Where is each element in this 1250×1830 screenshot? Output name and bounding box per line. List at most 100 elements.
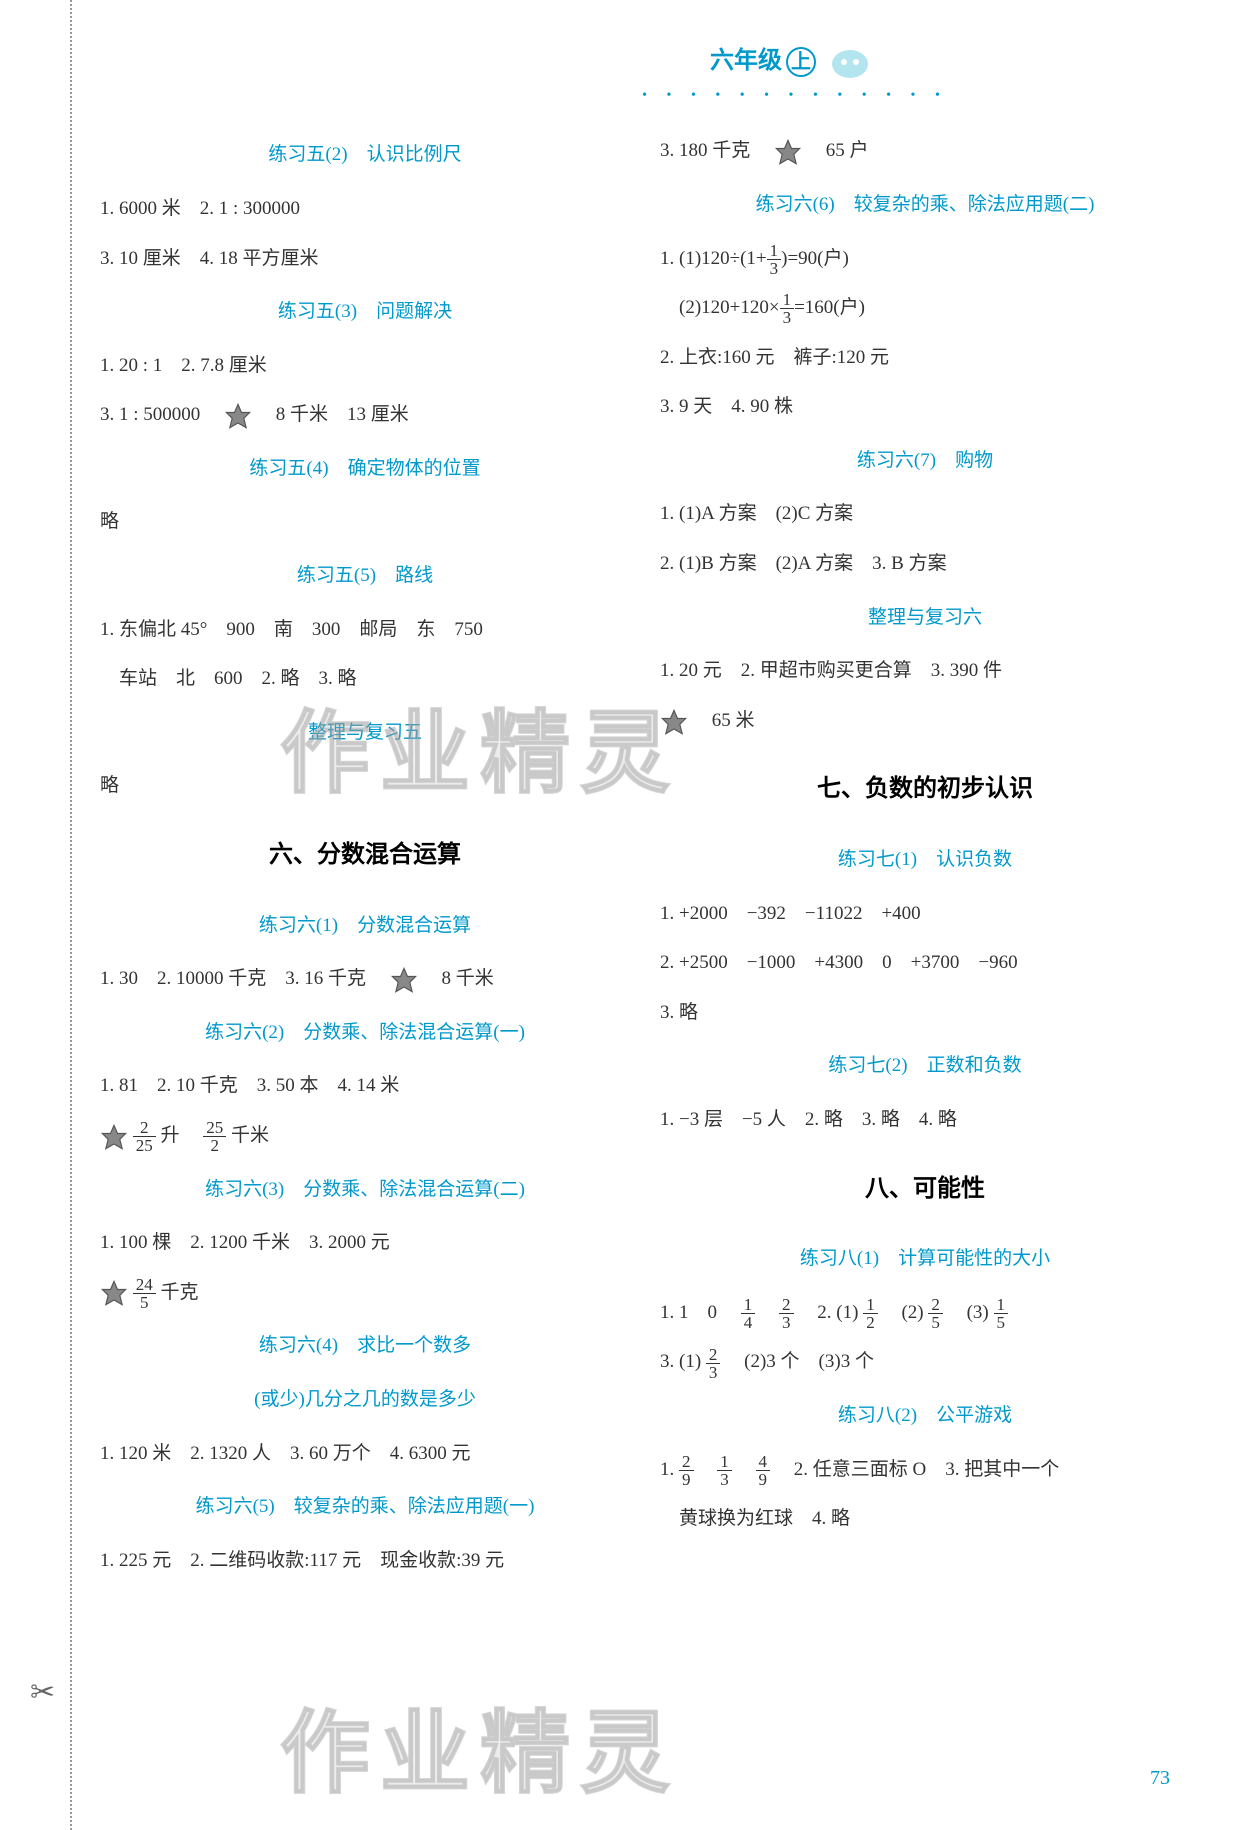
star-icon bbox=[100, 1279, 128, 1307]
text: 1. 30 2. 10000 千克 3. 16 千克 bbox=[100, 968, 385, 989]
answer-line: 2. 上衣:160 元 裤子:120 元 bbox=[660, 335, 1190, 381]
text: (2) bbox=[882, 1302, 923, 1323]
answer-line: 1. 120 米 2. 1320 人 3. 60 万个 4. 6300 元 bbox=[100, 1431, 630, 1477]
answer-line: 65 米 bbox=[660, 698, 1190, 744]
volume-label: 上 bbox=[786, 47, 816, 77]
header-dots: • • • • • • • • • • • • • bbox=[400, 88, 1190, 104]
answer-line: 3. 9 天 4. 90 株 bbox=[660, 384, 1190, 430]
answer-line: 1. 东偏北 45° 900 南 300 邮局 东 750 bbox=[100, 607, 630, 653]
section-title: 练习六(1) 分数混合运算 bbox=[100, 903, 630, 949]
fraction: 225 bbox=[133, 1119, 156, 1154]
text: =160(户) bbox=[794, 297, 865, 318]
page-header: 六年级 上 • • • • • • • • • • • • • bbox=[400, 40, 1190, 104]
answer-line: 1. 81 2. 10 千克 3. 50 本 4. 14 米 bbox=[100, 1063, 630, 1109]
star-icon bbox=[224, 402, 252, 430]
fraction: 23 bbox=[779, 1296, 794, 1331]
answer-line: 1. 29 13 49 2. 任意三面标 O 3. 把其中一个 bbox=[660, 1447, 1190, 1493]
text: 1. bbox=[660, 1459, 679, 1480]
answer-line: 1. +2000 −392 −11022 +400 bbox=[660, 891, 1190, 937]
section-title: 练习五(2) 认识比例尺 bbox=[100, 132, 630, 178]
section-title: 练习七(1) 认识负数 bbox=[660, 837, 1190, 883]
section-title: 练习八(2) 公平游戏 bbox=[660, 1393, 1190, 1439]
fraction: 29 bbox=[679, 1453, 694, 1488]
section-title: 练习六(5) 较复杂的乘、除法应用题(一) bbox=[100, 1484, 630, 1530]
text: 3. (1) bbox=[660, 1351, 701, 1372]
answer-line: 车站 北 600 2. 略 3. 略 bbox=[100, 656, 630, 702]
text: (2)120+120× bbox=[660, 297, 780, 318]
answer-line: 1. (1)120÷(1+13)=90(户) bbox=[660, 236, 1190, 282]
text: 升 bbox=[161, 1125, 199, 1146]
answer-line: 1. (1)A 方案 (2)C 方案 bbox=[660, 491, 1190, 537]
answer-line: 1. 6000 米 2. 1 : 300000 bbox=[100, 186, 630, 232]
answer-line: 1. −3 层 −5 人 2. 略 3. 略 4. 略 bbox=[660, 1097, 1190, 1143]
text: (2)3 个 (3)3 个 bbox=[725, 1351, 874, 1372]
text: 65 户 bbox=[807, 140, 869, 161]
answer-line: 黄球换为红球 4. 略 bbox=[660, 1496, 1190, 1542]
fraction: 23 bbox=[706, 1346, 721, 1381]
left-column: 练习五(2) 认识比例尺 1. 6000 米 2. 1 : 300000 3. … bbox=[100, 124, 630, 1587]
text: 8 千米 13 厘米 bbox=[257, 404, 409, 425]
section-title: 练习八(1) 计算可能性的大小 bbox=[660, 1236, 1190, 1282]
left-perforation bbox=[70, 0, 72, 1830]
text: 8 千米 bbox=[423, 968, 494, 989]
grade-label: 六年级 bbox=[710, 40, 782, 75]
answer-line: 2. (1)B 方案 (2)A 方案 3. B 方案 bbox=[660, 541, 1190, 587]
fraction: 25 bbox=[928, 1296, 943, 1331]
scissors-icon: ✂ bbox=[30, 1675, 55, 1710]
section-title: 练习七(2) 正数和负数 bbox=[660, 1043, 1190, 1089]
right-column: 3. 180 千克 65 户 练习六(6) 较复杂的乘、除法应用题(二) 1. … bbox=[660, 124, 1190, 1587]
answer-line: 3. (1) 23 (2)3 个 (3)3 个 bbox=[660, 1339, 1190, 1385]
fraction: 13 bbox=[767, 242, 782, 277]
content-columns: 练习五(2) 认识比例尺 1. 6000 米 2. 1 : 300000 3. … bbox=[100, 124, 1190, 1587]
text: 3. 1 : 500000 bbox=[100, 404, 219, 425]
answer-line: 3. 10 厘米 4. 18 平方厘米 bbox=[100, 236, 630, 282]
answer-line: 245 千克 bbox=[100, 1270, 630, 1316]
text: (3) bbox=[948, 1302, 989, 1323]
chapter-title: 七、负数的初步认识 bbox=[660, 761, 1190, 819]
page-number: 73 bbox=[1150, 1767, 1170, 1790]
answer-line: 1. 1 0 14 23 2. (1) 12 (2) 25 (3) 15 bbox=[660, 1290, 1190, 1336]
fraction: 13 bbox=[717, 1453, 732, 1488]
section-title: 练习五(3) 问题解决 bbox=[100, 289, 630, 335]
fraction: 252 bbox=[203, 1119, 226, 1154]
answer-line: 1. 30 2. 10000 千克 3. 16 千克 8 千米 bbox=[100, 956, 630, 1002]
fraction: 14 bbox=[741, 1296, 756, 1331]
text: 1. (1)120÷ bbox=[660, 248, 740, 269]
section-title: (或少)几分之几的数是多少 bbox=[100, 1377, 630, 1423]
text: 千克 bbox=[161, 1282, 199, 1303]
section-title: 练习六(2) 分数乘、除法混合运算(一) bbox=[100, 1010, 630, 1056]
text: 千米 bbox=[231, 1125, 269, 1146]
section-title: 练习六(7) 购物 bbox=[660, 438, 1190, 484]
star-icon bbox=[774, 138, 802, 166]
answer-line: 2. +2500 −1000 +4300 0 +3700 −960 bbox=[660, 940, 1190, 986]
answer-line: 3. 略 bbox=[660, 990, 1190, 1036]
text: 2. 任意三面标 O 3. 把其中一个 bbox=[775, 1459, 1059, 1480]
watermark: 作业精灵 bbox=[280, 1680, 680, 1810]
fraction: 15 bbox=[994, 1296, 1009, 1331]
chapter-title: 八、可能性 bbox=[660, 1161, 1190, 1219]
answer-line: 略 bbox=[100, 763, 630, 809]
section-title: 整理与复习五 bbox=[100, 710, 630, 756]
section-title: 练习六(3) 分数乘、除法混合运算(二) bbox=[100, 1167, 630, 1213]
fraction: 245 bbox=[133, 1276, 156, 1311]
answer-line: 1. 225 元 2. 二维码收款:117 元 现金收款:39 元 bbox=[100, 1538, 630, 1584]
section-title: 练习五(4) 确定物体的位置 bbox=[100, 446, 630, 492]
answer-line: 1. 20 : 1 2. 7.8 厘米 bbox=[100, 343, 630, 389]
section-title: 练习六(6) 较复杂的乘、除法应用题(二) bbox=[660, 182, 1190, 228]
section-title: 整理与复习六 bbox=[660, 595, 1190, 641]
text: =90(户) bbox=[787, 248, 848, 269]
star-icon bbox=[660, 708, 688, 736]
fraction: 49 bbox=[756, 1453, 771, 1488]
section-title: 练习六(4) 求比一个数多 bbox=[100, 1323, 630, 1369]
answer-line: 3. 180 千克 65 户 bbox=[660, 128, 1190, 174]
chapter-title: 六、分数混合运算 bbox=[100, 827, 630, 885]
answer-line: 1. 20 元 2. 甲超市购买更合算 3. 390 件 bbox=[660, 648, 1190, 694]
fraction: 13 bbox=[780, 291, 795, 326]
section-title: 练习五(5) 路线 bbox=[100, 553, 630, 599]
answer-line: 225 升 252 千米 bbox=[100, 1113, 630, 1159]
answer-line: 3. 1 : 500000 8 千米 13 厘米 bbox=[100, 392, 630, 438]
fraction: 12 bbox=[863, 1296, 878, 1331]
text: 2. (1) bbox=[798, 1302, 858, 1323]
text: 65 米 bbox=[693, 710, 755, 731]
star-icon bbox=[390, 966, 418, 994]
